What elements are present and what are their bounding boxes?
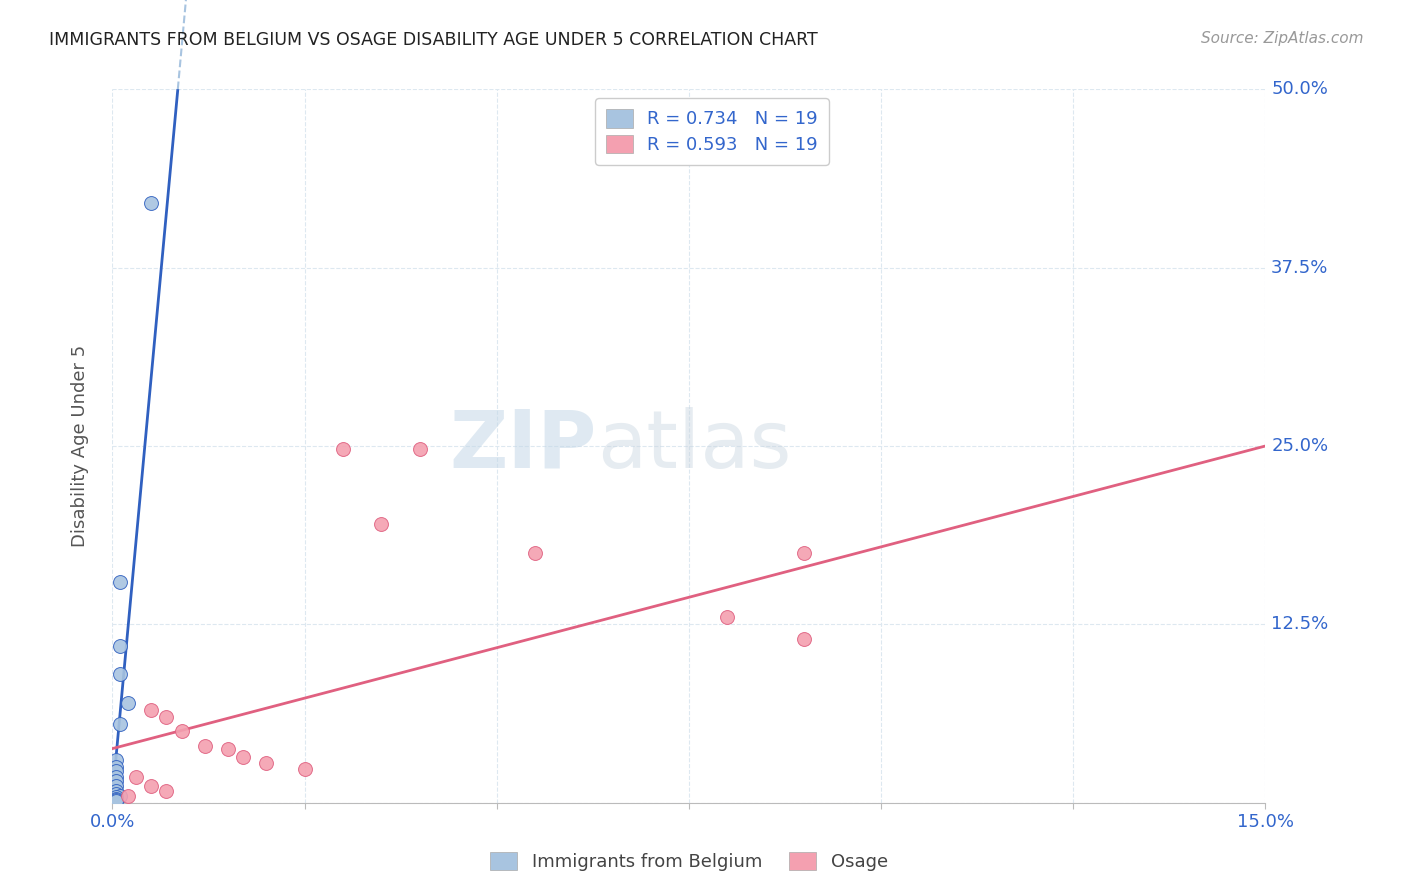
Legend: Immigrants from Belgium, Osage: Immigrants from Belgium, Osage [482,845,896,879]
Point [332,442,354,456]
Point [139,703,162,717]
Point [105,790,128,805]
Point [105,784,128,798]
Y-axis label: Disability Age Under 5: Disability Age Under 5 [70,345,89,547]
Point [716,610,738,624]
Point [108,639,131,653]
Text: 12.5%: 12.5% [1271,615,1329,633]
Point [793,546,815,560]
Point [793,632,815,646]
Point [155,710,177,724]
Point [105,787,128,801]
Point [117,696,139,710]
Point [105,779,128,793]
Point [524,546,547,560]
Text: 37.5%: 37.5% [1271,259,1329,277]
Point [370,517,392,532]
Point [105,793,128,807]
Point [194,739,217,753]
Point [139,196,162,211]
Point [105,774,128,789]
Text: 50.0%: 50.0% [1271,80,1329,98]
Point [232,750,254,764]
Point [170,724,193,739]
Point [105,764,128,779]
Point [217,741,239,756]
Point [139,779,162,793]
Point [254,756,277,770]
Point [108,574,131,589]
Point [294,762,316,776]
Point [105,794,128,808]
Text: Source: ZipAtlas.com: Source: ZipAtlas.com [1201,31,1364,46]
Point [117,789,139,803]
Point [105,770,128,784]
Point [108,789,131,803]
Text: ZIP: ZIP [450,407,596,485]
Text: atlas: atlas [596,407,792,485]
Point [124,770,146,784]
Point [105,791,128,805]
Point [105,753,128,767]
Point [108,667,131,681]
Point [409,442,432,456]
Point [105,760,128,774]
Text: IMMIGRANTS FROM BELGIUM VS OSAGE DISABILITY AGE UNDER 5 CORRELATION CHART: IMMIGRANTS FROM BELGIUM VS OSAGE DISABIL… [49,31,818,49]
Point [108,717,131,731]
Text: 25.0%: 25.0% [1271,437,1329,455]
Legend: R = 0.734   N = 19, R = 0.593   N = 19: R = 0.734 N = 19, R = 0.593 N = 19 [595,98,830,165]
Point [155,784,177,798]
